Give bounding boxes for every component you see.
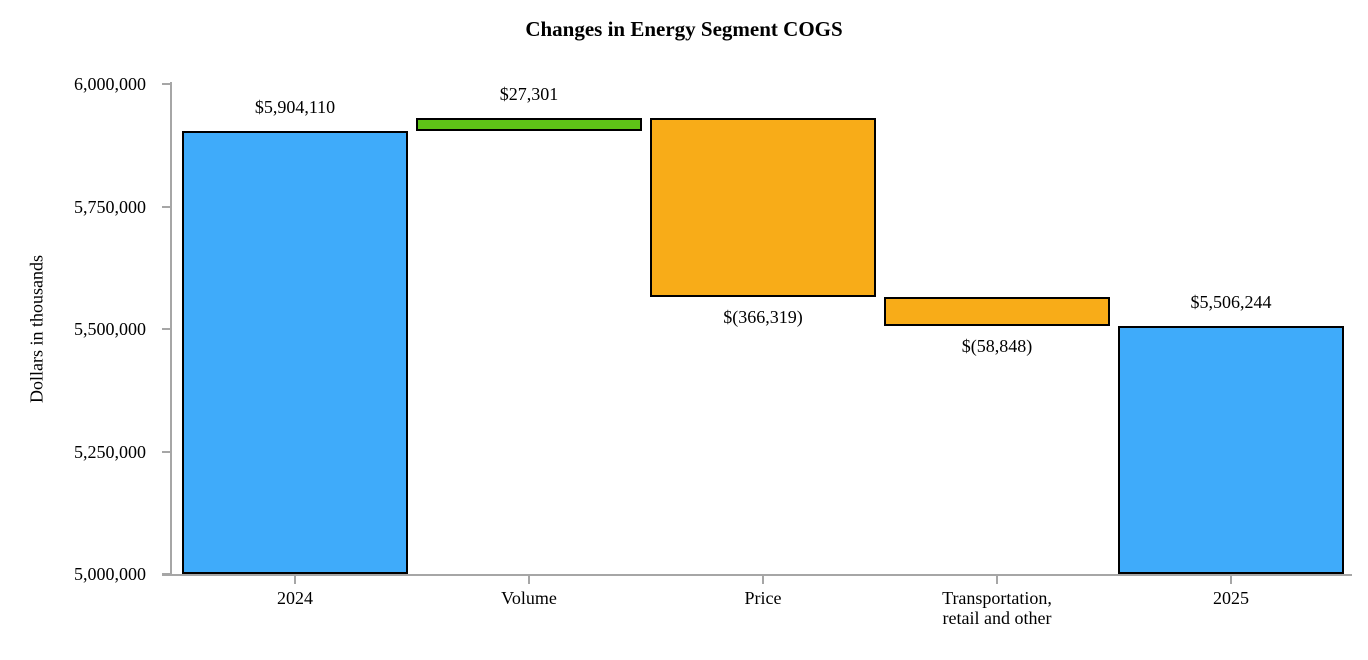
x-category-label: 2025	[1213, 588, 1249, 608]
bar-value-label: $5,506,244	[1190, 291, 1272, 312]
x-category-label: Price	[744, 588, 782, 608]
x-tick-mark	[1230, 576, 1232, 584]
y-tick-mark	[162, 328, 170, 330]
bar-value-label: $(58,848)	[961, 335, 1033, 356]
chart-title: Changes in Energy Segment COGS	[525, 17, 843, 41]
y-axis-line	[170, 82, 172, 576]
x-category-label: Volume	[501, 588, 557, 608]
bar-volume	[416, 117, 642, 131]
x-axis-line	[162, 574, 1352, 576]
y-tick-label: 5,000,000	[74, 564, 146, 584]
bar-value-label: $5,904,110	[254, 96, 336, 117]
x-category-label: 2024	[277, 588, 313, 608]
x-tick-mark	[996, 576, 998, 584]
x-tick-mark	[294, 576, 296, 584]
bar-transportation-retail-and-other	[884, 297, 1110, 326]
bar-2025	[1118, 325, 1344, 574]
x-category-label: Transportation, retail and other	[942, 588, 1052, 628]
y-tick-mark	[162, 450, 170, 453]
x-tick-mark	[762, 576, 764, 584]
y-tick-label: 5,250,000	[74, 441, 146, 462]
bar-price	[650, 117, 876, 298]
bar-value-label: $27,301	[499, 83, 559, 104]
x-tick-mark	[528, 576, 530, 584]
y-tick-mark	[162, 205, 170, 208]
y-tick-label: 5,500,000	[74, 319, 146, 339]
y-tick-label: 6,000,000	[74, 74, 146, 94]
bar-value-label: $(366,319)	[723, 307, 803, 328]
y-tick-label: 5,750,000	[74, 196, 146, 217]
y-tick-mark	[162, 573, 170, 575]
y-tick-mark	[162, 83, 170, 85]
bar-2024	[182, 130, 408, 574]
